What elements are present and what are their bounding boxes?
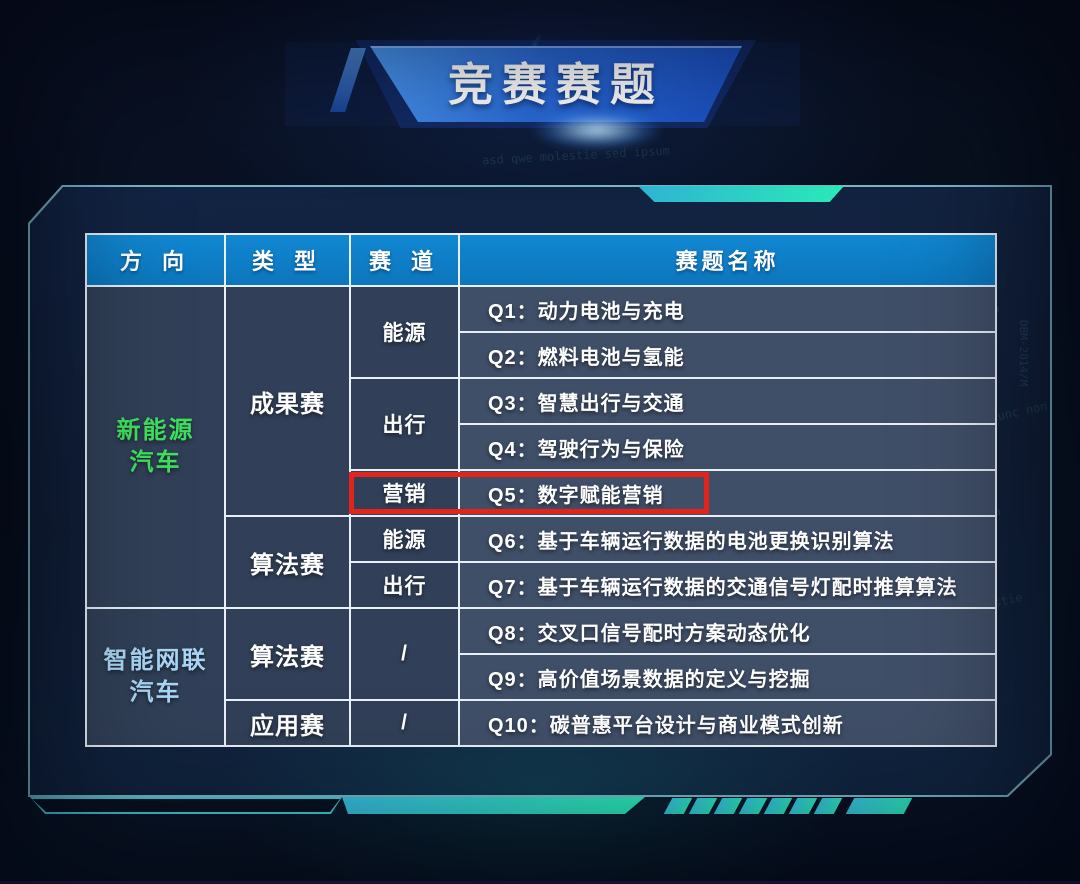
- direction-line: 智能网联: [103, 646, 208, 674]
- content-panel: vehicula venenatis magna mauris at finib…: [28, 185, 1052, 797]
- column-header-track: 赛 道: [351, 235, 458, 285]
- column-header-type: 类 型: [226, 235, 349, 285]
- bottom-hatch-mark: [763, 798, 793, 814]
- track-cell-none-1: /: [351, 609, 458, 699]
- direction-line: 新能源: [116, 416, 195, 444]
- topic-cell-q1: Q1：动力电池与充电: [460, 287, 995, 331]
- bottom-hatch-mark: [663, 798, 693, 814]
- direction-cell-new-energy: 新能源 汽车: [87, 287, 224, 607]
- bottom-hatch-mark: [713, 798, 743, 814]
- track-cell-marketing: 营销: [351, 471, 458, 515]
- track-cell-travel-2: 出行: [351, 563, 458, 607]
- bottom-edge-line: [0, 881, 1080, 884]
- bottom-outline-bar: [30, 797, 342, 814]
- bg-vertical-code-text: DBM-2014/M: [1017, 320, 1030, 387]
- track-cell-energy-2: 能源: [351, 517, 458, 561]
- direction-line: 汽车: [129, 679, 182, 706]
- column-header-topic-name: 赛题名称: [460, 235, 995, 285]
- topic-cell-q8: Q8：交叉口信号配时方案动态优化: [460, 609, 995, 653]
- type-cell-application: 应用赛: [226, 701, 349, 745]
- topic-cell-q4: Q4：驾驶行为与保险: [460, 425, 995, 469]
- bottom-teal-bar: [342, 797, 645, 814]
- topic-cell-q9: Q9：高价值场景数据的定义与挖掘: [460, 655, 995, 699]
- type-cell-algorithm-2: 算法赛: [226, 609, 349, 699]
- direction-cell-intelligent-connected: 智能网联 汽车: [87, 609, 224, 745]
- direction-line: 汽车: [129, 449, 182, 476]
- topic-cell-q7: Q7：基于车辆运行数据的交通信号灯配时推算算法: [460, 563, 995, 607]
- topic-cell-q6: Q6：基于车辆运行数据的电池更换识别算法: [460, 517, 995, 561]
- bottom-hatch-wide: [845, 798, 913, 814]
- page-title: 竞赛赛题: [447, 59, 664, 110]
- panel-top-accent-bar: [638, 186, 844, 202]
- bottom-hatch-mark: [688, 798, 718, 814]
- track-cell-energy-1: 能源: [351, 287, 458, 377]
- banner-glow: [512, 104, 682, 156]
- bottom-hatch-mark: [788, 798, 818, 814]
- topic-cell-q3: Q3：智慧出行与交通: [460, 379, 995, 423]
- topics-table: 方 向 类 型 赛 道 赛题名称 新能源 汽车 智能网联 汽车 成果赛 算法赛 …: [85, 233, 997, 747]
- track-cell-travel-1: 出行: [351, 379, 458, 469]
- topic-cell-q5: Q5：数字赋能营销: [460, 471, 995, 515]
- track-cell-none-2: /: [351, 701, 458, 745]
- topic-cell-q10: Q10：碳普惠平台设计与商业模式创新: [460, 701, 995, 745]
- bottom-hatch-mark: [813, 798, 843, 814]
- column-header-direction: 方 向: [87, 235, 224, 285]
- type-cell-algorithm-1: 算法赛: [226, 517, 349, 607]
- bottom-hatch-mark: [738, 798, 768, 814]
- topic-cell-q2: Q2：燃料电池与氢能: [460, 333, 995, 377]
- type-cell-achievement: 成果赛: [226, 287, 349, 515]
